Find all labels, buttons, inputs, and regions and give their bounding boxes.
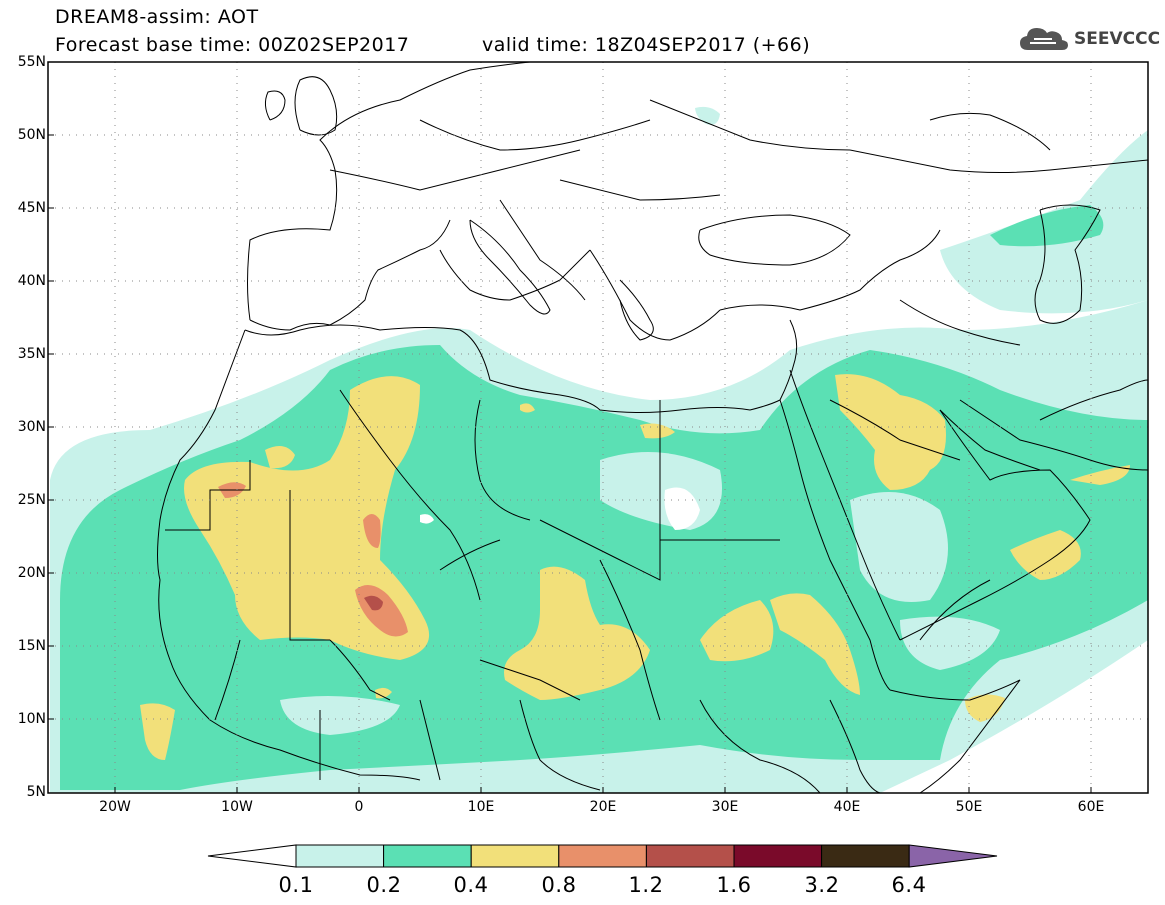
lon-label: 60E [1077, 799, 1105, 815]
lat-label: 20N [17, 565, 46, 581]
colorbar-swatch [821, 844, 910, 868]
lon-label: 10W [221, 799, 253, 815]
graticule [48, 62, 1148, 793]
lat-label: 45N [17, 200, 46, 216]
lat-label: 5N [26, 784, 46, 800]
lon-label: 20W [99, 799, 131, 815]
colorbar-label: 1.6 [716, 873, 752, 897]
lat-label: 55N [17, 54, 46, 70]
colorbar-swatch [295, 844, 385, 868]
lat-label: 35N [17, 346, 46, 362]
lon-label: 40E [833, 799, 861, 815]
logo-text: SEEVCCC [1074, 29, 1161, 49]
colorbar-swatch [470, 844, 560, 868]
lon-label: 50E [955, 799, 983, 815]
colorbar-label: 6.4 [891, 873, 927, 897]
colorbar-under-arrow [207, 844, 297, 868]
map-title: DREAM8-assim: AOT [55, 6, 259, 28]
lon-label: 30E [711, 799, 739, 815]
lat-label: 40N [17, 273, 46, 289]
colorbar-label: 1.2 [628, 873, 664, 897]
seevccc-logo: SEEVCCC [1018, 24, 1160, 54]
colorbar-over-arrow [908, 844, 998, 868]
colorbar-swatch [383, 844, 472, 868]
aot-level-1.2 [364, 595, 383, 611]
axis-ticks [48, 61, 1092, 793]
aot-shading [50, 106, 1148, 793]
colorbar-swatch [733, 844, 823, 868]
colorbar-label: 3.2 [804, 873, 840, 897]
lat-label: 30N [17, 419, 46, 435]
colorbar-swatch [645, 844, 735, 868]
lat-label: 25N [17, 492, 46, 508]
lat-label: 15N [17, 638, 46, 654]
colorbar-swatch [558, 844, 647, 868]
colorbar-label: 0.4 [453, 873, 489, 897]
forecast-base-time: Forecast base time: 00Z02SEP2017 [55, 34, 410, 56]
lon-label: 20E [589, 799, 617, 815]
lat-label: 50N [17, 127, 46, 143]
aot-clear-patches [420, 487, 700, 530]
colorbar [207, 844, 998, 868]
colorbar-label: 0.2 [366, 873, 402, 897]
colorbar-label: 0.1 [278, 873, 314, 897]
lon-label: 10E [467, 799, 495, 815]
cloud-icon [1020, 28, 1068, 50]
lon-label: 0 [354, 799, 364, 815]
colorbar-label: 0.8 [541, 873, 577, 897]
lat-label: 10N [17, 711, 46, 727]
valid-time: valid time: 18Z04SEP2017 (+66) [482, 34, 811, 56]
